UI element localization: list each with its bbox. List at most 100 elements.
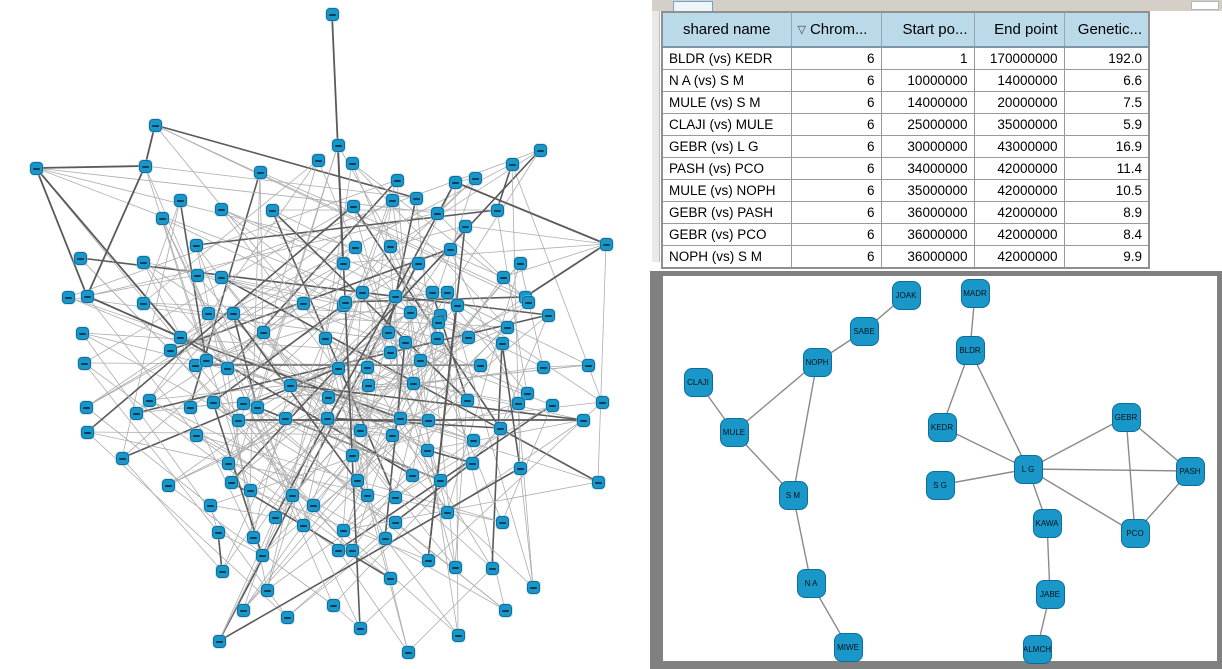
network-node[interactable]: [155, 211, 169, 225]
network-node[interactable]: [173, 330, 187, 344]
network-node[interactable]: [413, 353, 427, 367]
network-node[interactable]: [353, 423, 367, 437]
network-node[interactable]: [206, 395, 220, 409]
network-node[interactable]: [203, 498, 217, 512]
network-node[interactable]: [77, 356, 91, 370]
network-node[interactable]: [236, 603, 250, 617]
column-header-end-point[interactable]: End point: [973, 11, 1065, 48]
network-node[interactable]: [473, 358, 487, 372]
network-node[interactable]: [80, 289, 94, 303]
graph-node-pash[interactable]: PASH: [1175, 456, 1205, 486]
network-node[interactable]: [466, 433, 480, 447]
network-node[interactable]: [385, 428, 399, 442]
network-node[interactable]: [430, 331, 444, 345]
network-node[interactable]: [285, 488, 299, 502]
network-node[interactable]: [409, 191, 423, 205]
network-node[interactable]: [440, 285, 454, 299]
network-node[interactable]: [448, 560, 462, 574]
network-node[interactable]: [61, 290, 75, 304]
network-node[interactable]: [576, 413, 590, 427]
network-node[interactable]: [79, 400, 93, 414]
network-node[interactable]: [226, 306, 240, 320]
network-node[interactable]: [260, 583, 274, 597]
network-node[interactable]: [29, 161, 43, 175]
network-node[interactable]: [421, 553, 435, 567]
network-node[interactable]: [388, 289, 402, 303]
network-node[interactable]: [461, 330, 475, 344]
network-node[interactable]: [345, 448, 359, 462]
network-node[interactable]: [336, 256, 350, 270]
network-node[interactable]: [448, 175, 462, 189]
network-node[interactable]: [189, 428, 203, 442]
network-node[interactable]: [255, 548, 269, 562]
network-node[interactable]: [246, 530, 260, 544]
graph-node-kawa[interactable]: KAWA: [1032, 508, 1062, 538]
network-node[interactable]: [443, 242, 457, 256]
network-node[interactable]: [115, 451, 129, 465]
network-node[interactable]: [520, 386, 534, 400]
network-node[interactable]: [338, 295, 352, 309]
table-row[interactable]: NOPH (vs) S M 6 36000000 42000000 9.9: [661, 245, 1150, 269]
graph-node-sabe[interactable]: SABE: [849, 316, 879, 346]
graph-node-miwe[interactable]: MIWE: [833, 632, 863, 662]
network-node[interactable]: [430, 206, 444, 220]
graph-node-noph[interactable]: NOPH: [802, 347, 832, 377]
network-node[interactable]: [318, 331, 332, 345]
table-row[interactable]: BLDR (vs) KEDR 6 1 170000000 192.0: [661, 46, 1150, 70]
network-node[interactable]: [468, 171, 482, 185]
network-node[interactable]: [345, 543, 359, 557]
network-node[interactable]: [495, 515, 509, 529]
network-node[interactable]: [383, 345, 397, 359]
network-node[interactable]: [250, 400, 264, 414]
network-node[interactable]: [405, 468, 419, 482]
network-node[interactable]: [495, 336, 509, 350]
network-node[interactable]: [136, 255, 150, 269]
network-node[interactable]: [348, 240, 362, 254]
network-node[interactable]: [541, 308, 555, 322]
network-node[interactable]: [346, 199, 360, 213]
network-node[interactable]: [383, 239, 397, 253]
network-node[interactable]: [361, 378, 375, 392]
network-node[interactable]: [231, 413, 245, 427]
network-node[interactable]: [498, 603, 512, 617]
table-row[interactable]: CLAJI (vs) MULE 6 25000000 35000000 5.9: [661, 113, 1150, 136]
network-node[interactable]: [296, 296, 310, 310]
network-node[interactable]: [411, 256, 425, 270]
graph-node-almch[interactable]: ALMCH: [1022, 634, 1052, 664]
network-node[interactable]: [393, 411, 407, 425]
network-node[interactable]: [189, 238, 203, 252]
network-node[interactable]: [381, 325, 395, 339]
subnetwork-panel[interactable]: JOAK MADR SABE NOPH BLDR CLAJI MULE KEDR GEBR L G…: [650, 271, 1222, 669]
network-node[interactable]: [243, 483, 257, 497]
network-node[interactable]: [450, 298, 464, 312]
network-node[interactable]: [496, 270, 510, 284]
network-node[interactable]: [161, 478, 175, 492]
network-node[interactable]: [490, 203, 504, 217]
network-node[interactable]: [212, 634, 226, 648]
network-node[interactable]: [513, 461, 527, 475]
network-node[interactable]: [136, 296, 150, 310]
network-node[interactable]: [220, 361, 234, 375]
network-node[interactable]: [163, 343, 177, 357]
network-node[interactable]: [345, 156, 359, 170]
network-node[interactable]: [283, 378, 297, 392]
table-row[interactable]: MULE (vs) NOPH 6 35000000 42000000 10.5: [661, 179, 1150, 202]
network-node[interactable]: [320, 411, 334, 425]
graph-node-mule[interactable]: MULE: [719, 417, 749, 447]
network-node[interactable]: [214, 270, 228, 284]
network-node[interactable]: [278, 411, 292, 425]
network-node[interactable]: [500, 320, 514, 334]
network-node[interactable]: [236, 396, 250, 410]
network-node[interactable]: [383, 571, 397, 585]
network-node[interactable]: [533, 143, 547, 157]
network-node[interactable]: [190, 268, 204, 282]
network-node[interactable]: [420, 443, 434, 457]
table-tab[interactable]: [673, 1, 713, 11]
graph-node-s-g[interactable]: S G: [925, 470, 955, 500]
network-node[interactable]: [256, 325, 270, 339]
graph-node-joak[interactable]: JOAK: [891, 280, 921, 310]
network-node[interactable]: [331, 361, 345, 375]
network-node[interactable]: [306, 498, 320, 512]
network-node[interactable]: [325, 7, 339, 21]
table-scrollbar[interactable]: [652, 11, 660, 262]
